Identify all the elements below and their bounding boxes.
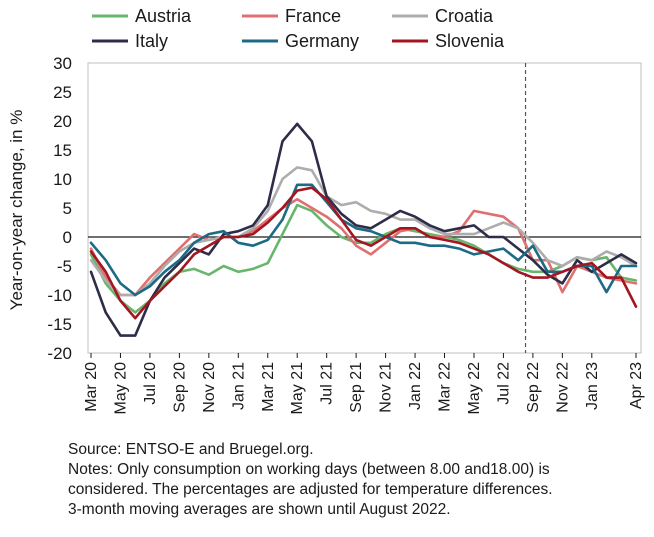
y-tick-label: 30 [53,54,72,73]
notes-line-3: 3-month moving averages are shown until … [68,501,451,518]
x-tick-label: Apr 23 [628,362,645,409]
legend-label-france: France [285,6,341,26]
series-line-france [89,198,638,297]
x-tick-label: Jul 21 [319,362,336,405]
x-tick-label: Jan 22 [407,362,424,410]
y-tick-label: 0 [63,228,72,247]
series-lines [89,122,638,337]
x-tick-label: May 22 [466,362,483,415]
y-tick-label: -20 [47,344,72,363]
y-tick-label: 25 [53,83,72,102]
notes: Source: ENTSO-E and Bruegel.org. Notes: … [68,440,648,520]
y-tick-label: 20 [53,112,72,131]
x-axis: Mar 20 May 20 Jul 20 Sep 20 Nov 20 Jan 21 Mar … [83,353,645,414]
x-tick-label: Mar 21 [260,362,277,412]
source-note: Source: ENTSO-E and Bruegel.org. [68,441,314,458]
legend-label-germany: Germany [285,31,359,51]
x-tick-label: Jul 20 [142,362,159,405]
notes-line-1: Notes: Only consumption on working days … [68,461,550,478]
legend-label-austria: Austria [135,6,192,26]
x-tick-label: Jul 22 [495,362,512,405]
series-line-italy [89,122,638,337]
x-tick-label: Sep 20 [171,362,188,413]
x-tick-label: Sep 21 [348,362,365,413]
x-tick-label: May 20 [112,362,129,415]
x-tick-label: Nov 20 [201,362,218,413]
legend-label-croatia: Croatia [435,6,494,26]
legend-label-slovenia: Slovenia [435,31,505,51]
x-tick-label: Mar 20 [83,362,100,412]
x-tick-label: Jan 21 [230,362,247,410]
x-tick-label: Nov 21 [378,362,395,413]
y-tick-label: 5 [63,199,72,218]
line-chart: Austria France Croatia Italy Germany Slovenia… [7,6,645,414]
series-line-croatia [89,166,638,297]
y-axis-label: Year-on-year change, in % [7,110,26,311]
x-tick-label: Jan 23 [584,362,601,410]
plot-area [87,62,642,354]
y-axis: 30 25 20 15 10 5 0 -5 -10 -15 -20 [47,54,72,363]
y-tick-label: -10 [47,286,72,305]
legend-label-italy: Italy [135,31,168,51]
series-line-germany [89,183,638,297]
y-tick-label: -5 [57,257,72,276]
notes-line-2: considered. The percentages are adjusted… [68,481,553,498]
x-tick-label: May 21 [289,362,306,415]
x-tick-label: Nov 22 [554,362,571,413]
series-line-slovenia [89,186,638,320]
x-tick-label: Sep 22 [525,362,542,413]
x-tick-label: Mar 22 [437,362,454,412]
y-tick-label: 10 [53,170,72,189]
legend: Austria France Croatia Italy Germany Slovenia [92,6,505,51]
y-tick-label: -15 [47,315,72,334]
y-tick-label: 15 [53,141,72,160]
